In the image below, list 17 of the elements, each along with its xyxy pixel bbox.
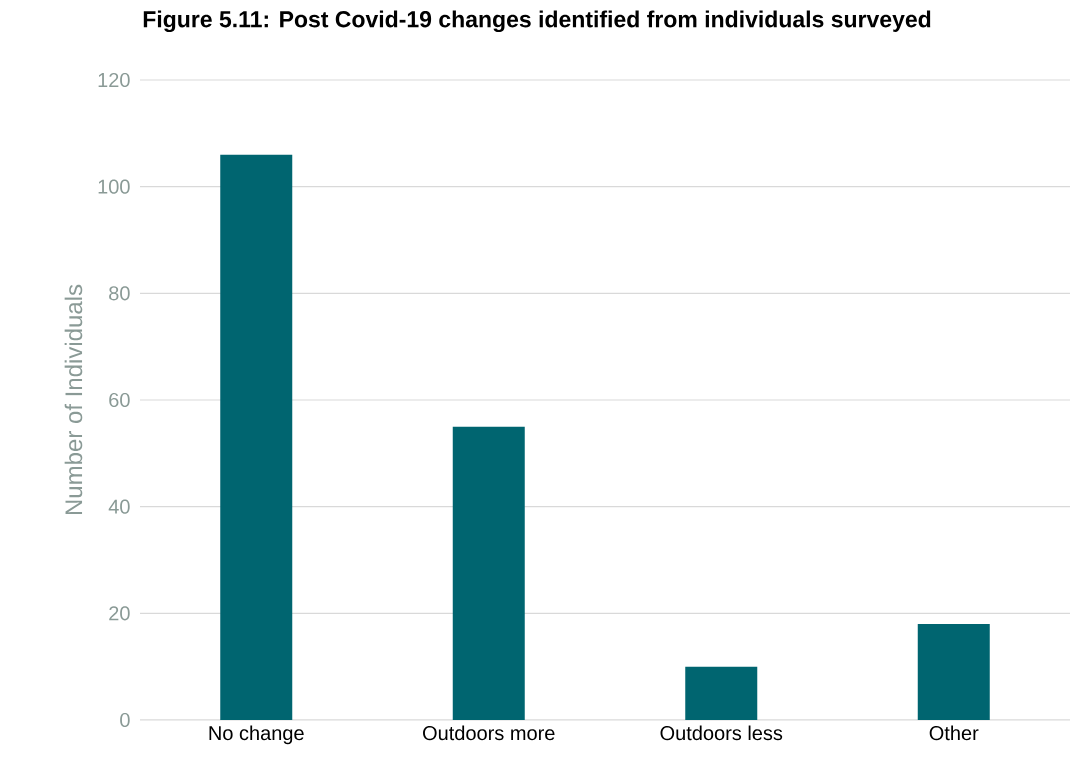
y-tick-label: 120	[98, 72, 130, 88]
x-tick-label: Outdoors less	[660, 725, 783, 741]
x-tick-label: No change	[209, 725, 304, 745]
chart-title: Figure 5.11: Post Covid-19 changes identified from individuals surveyed	[143, 10, 931, 33]
y-tick-label: 40	[108, 499, 130, 514]
y-axis-title: Number of Individuals	[64, 284, 83, 515]
y-tick-label: 0	[120, 712, 130, 728]
bar	[685, 666, 758, 720]
y-tick-label: 20	[109, 606, 130, 621]
bar	[452, 426, 525, 720]
y-tick-label: 80	[109, 286, 130, 301]
y-tick-label: 60	[109, 392, 130, 408]
x-tick-label: Other	[929, 725, 979, 741]
bar	[220, 154, 293, 720]
y-tick-label: 100	[98, 179, 130, 194]
bar	[917, 624, 990, 720]
x-tick-label: Outdoors more	[423, 725, 555, 741]
